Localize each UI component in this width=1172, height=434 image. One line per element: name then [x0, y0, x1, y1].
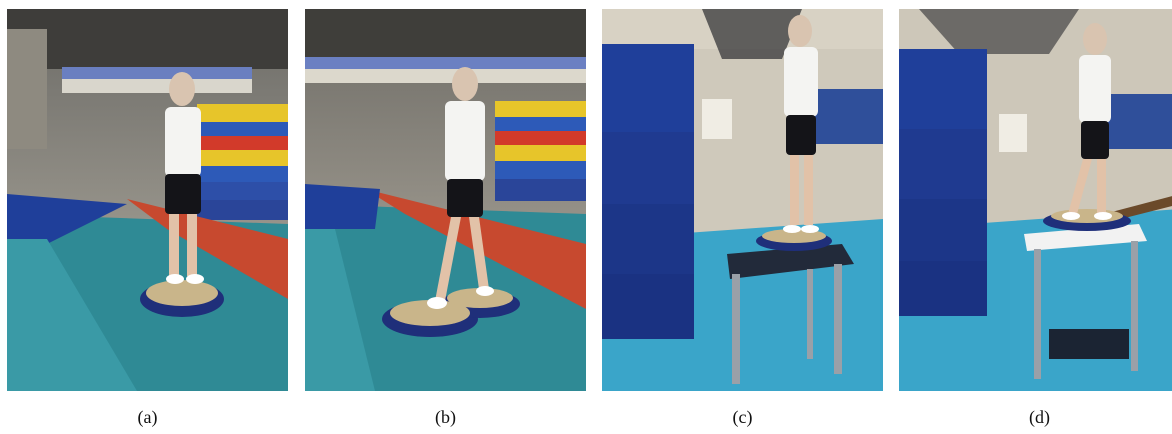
photo-b: [305, 9, 586, 391]
caption-d: (d): [1029, 407, 1050, 427]
caption-c: (c): [732, 407, 753, 427]
photo-panel-a: [7, 9, 288, 391]
photo-panel-d: [899, 9, 1172, 391]
photo-panel-b: [305, 9, 586, 391]
caption-b: (b): [435, 407, 456, 427]
photo-panel-c: [602, 9, 883, 391]
photo-a: [7, 9, 288, 391]
caption-a: (a): [137, 407, 158, 427]
photo-d: [899, 9, 1172, 391]
photo-c: [602, 9, 883, 391]
